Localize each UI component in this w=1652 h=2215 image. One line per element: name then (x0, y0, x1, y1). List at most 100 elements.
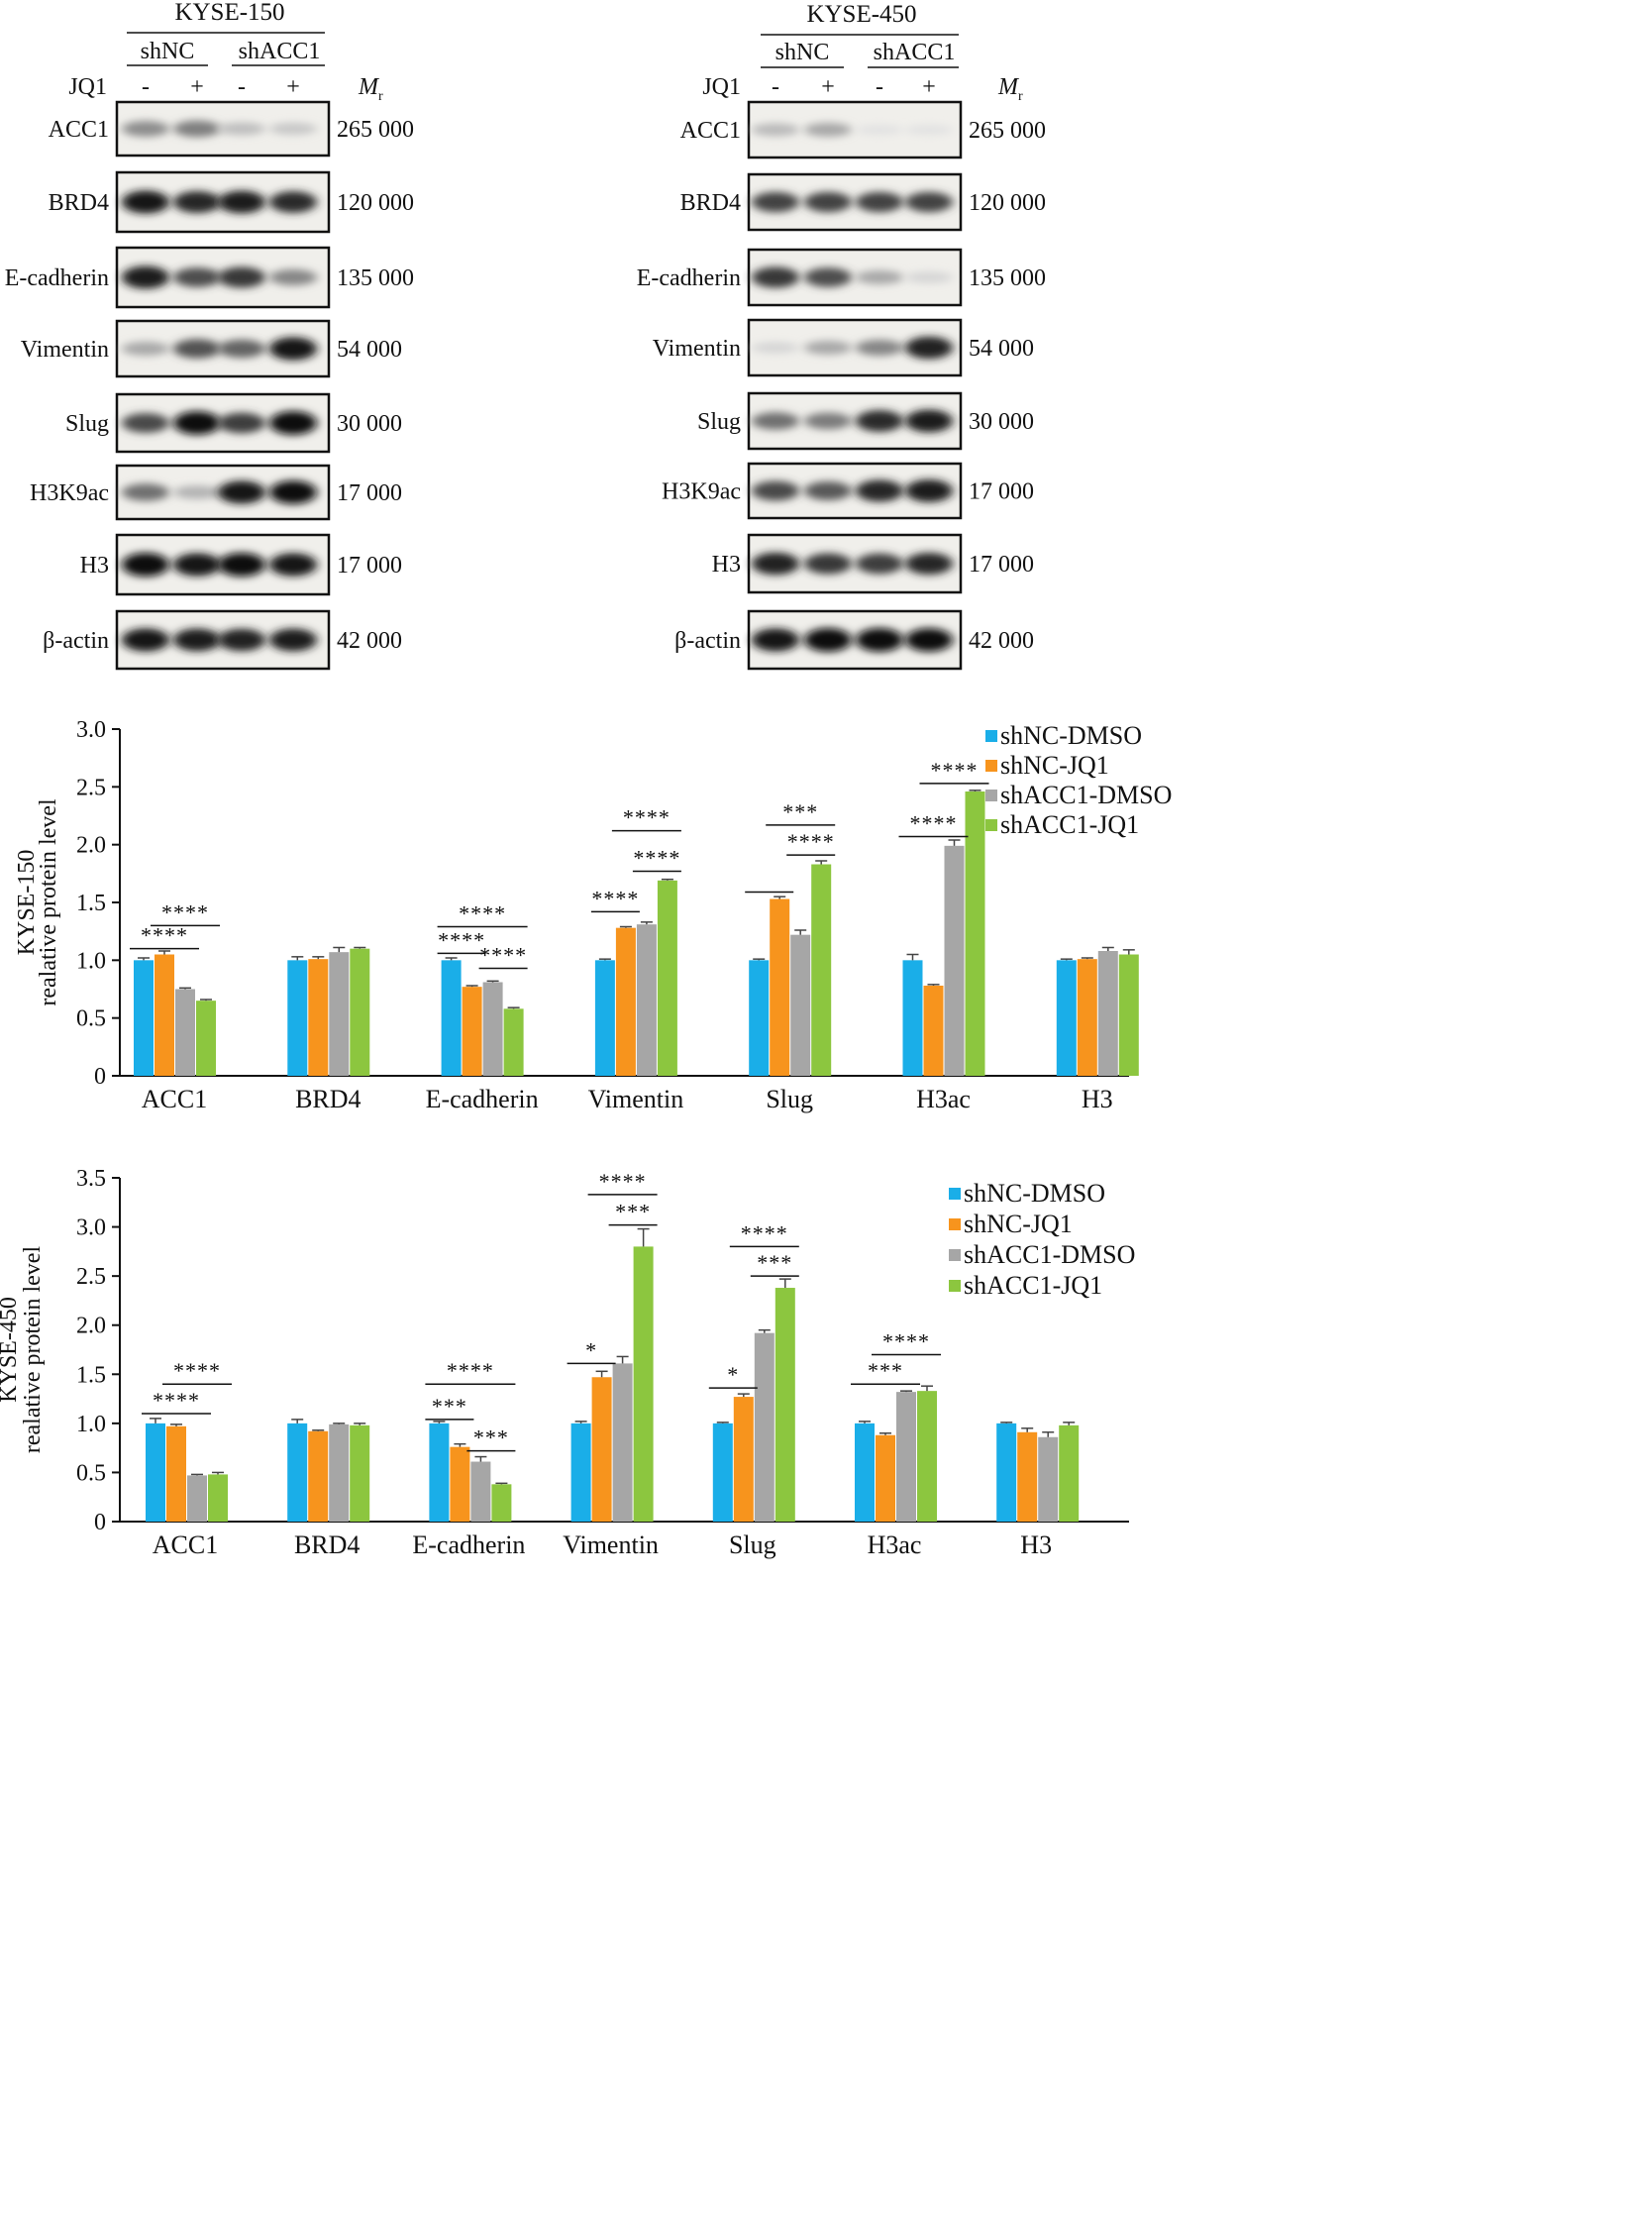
y-tick-label: 0.5 (76, 1006, 106, 1032)
jq1-label: JQ1 (702, 74, 741, 100)
y-tick-label: 0.5 (76, 1460, 106, 1486)
blot-band (173, 628, 221, 652)
blot-band (856, 269, 903, 285)
significance-label: **** (910, 811, 958, 836)
blot-row-acc1: ACC1 265 000 (680, 100, 1046, 159)
legend-swatch-shacc1-dmso (985, 790, 997, 801)
blot-band (269, 411, 317, 435)
y-tick-label: 1.5 (76, 1362, 106, 1388)
blot-band (173, 190, 221, 214)
y-tick-label: 3.5 (76, 1166, 106, 1192)
bar-shnc-dmso-acc1 (146, 1423, 165, 1522)
blot-band (856, 628, 903, 652)
blot-band (122, 341, 169, 357)
significance-label: * (585, 1337, 597, 1362)
protein-label: β-actin (43, 628, 109, 654)
blot-panel-kyse-450: KYSE-450 shNC shACC1 JQ1 - + - + Mr ACC1 265 000 BR… (637, 1, 1046, 671)
bar-shacc1-dmso-acc1 (175, 989, 195, 1076)
bar-shnc-jq1-h3 (1077, 959, 1097, 1076)
blot-row-acc1: ACC1 265 000 (49, 100, 414, 158)
mr-value: 17 000 (969, 479, 1034, 505)
protein-label: H3 (712, 552, 741, 578)
jq1-sign: - (238, 74, 246, 100)
bar-shacc1-dmso-h3 (1097, 951, 1118, 1076)
blot-band (218, 190, 265, 214)
blot-band (905, 409, 953, 433)
blot-band (752, 266, 799, 288)
blot-band (804, 480, 852, 501)
jq1-label: JQ1 (68, 74, 107, 100)
jq1-sign: - (876, 74, 883, 100)
blot-band (218, 122, 265, 136)
mr-value: 17 000 (337, 480, 402, 506)
mr-value: 120 000 (337, 190, 414, 216)
blot-band (173, 553, 221, 577)
group-label-shnc: shNC (775, 40, 830, 65)
significance-label: **** (173, 1358, 221, 1383)
bar-shacc1-dmso-vimentin (612, 1363, 633, 1522)
blot-band (218, 628, 265, 652)
blot-row-slug: Slug 30 000 (697, 391, 1034, 451)
legend-label-shacc1-dmso: shACC1-DMSO (1000, 781, 1172, 809)
legend-label-shnc-dmso: shNC-DMSO (964, 1179, 1105, 1208)
blot-band (856, 339, 903, 357)
protein-label: BRD4 (680, 190, 741, 216)
bar-shacc1-jq1-brd4 (350, 948, 370, 1076)
mr-value: 54 000 (969, 336, 1034, 362)
bar-shacc1-jq1-acc1 (196, 1001, 216, 1076)
significance-label: **** (599, 1169, 647, 1194)
bar-shacc1-dmso-h3 (1038, 1436, 1059, 1522)
blot-band (752, 480, 799, 501)
bar-shnc-dmso-acc1 (134, 960, 154, 1076)
mr-subscript: r (378, 89, 383, 104)
y-tick-label: 2.0 (76, 833, 106, 859)
mr-value: 17 000 (969, 552, 1034, 578)
bar-shnc-dmso-h3 (996, 1423, 1017, 1522)
blot-band (752, 412, 799, 430)
blot-band (905, 552, 953, 576)
significance-label: **** (882, 1328, 930, 1353)
blot-band (752, 552, 799, 576)
bar-shnc-jq1-slug (770, 898, 790, 1076)
bar-shacc1-jq1-e-cadherin (491, 1484, 512, 1522)
bar-chart-kyse-450: 0 0.5 1.0 1.5 2.0 2.5 3.0 3.5 KYSE-450realative … (0, 1166, 1135, 1559)
significance-label: **** (161, 899, 209, 924)
legend-label-shnc-dmso: shNC-DMSO (1000, 721, 1142, 750)
bar-shacc1-jq1-h3ac (917, 1391, 937, 1522)
blot-band (218, 412, 265, 434)
blot-row-e-cadherin: E-cadherin 135 000 (5, 246, 414, 309)
bar-shacc1-jq1-acc1 (208, 1474, 228, 1522)
blot-row-actin: β-actin 42 000 (674, 609, 1034, 671)
bar-shacc1-dmso-vimentin (636, 924, 657, 1076)
blot-band (905, 628, 953, 652)
legend-swatch-shacc1-jq1 (949, 1280, 961, 1292)
blot-band (122, 121, 169, 137)
bar-shacc1-dmso-brd4 (329, 1424, 350, 1522)
bar-shacc1-jq1-vimentin (657, 880, 677, 1076)
y-axis-label-line2: realative protein level (20, 1246, 46, 1454)
blot-title: KYSE-450 (806, 1, 916, 28)
mr-value: 135 000 (969, 265, 1046, 291)
blot-band (173, 339, 221, 359)
y-tick-label: 3.0 (76, 1215, 106, 1241)
bar-shnc-jq1-brd4 (308, 959, 329, 1076)
x-tick-label-brd4: BRD4 (295, 1085, 361, 1113)
significance-label: **** (479, 943, 527, 968)
y-tick-label: 2.5 (76, 1264, 106, 1290)
significance-label: **** (447, 1358, 494, 1383)
blot-band (173, 485, 221, 499)
blot-band (804, 267, 852, 287)
y-axis-label-line1: KYSE-150 (14, 850, 40, 956)
mr-value: 30 000 (337, 411, 402, 437)
blot-band (269, 553, 317, 577)
x-tick-label-slug: Slug (729, 1530, 776, 1559)
bar-shacc1-jq1-brd4 (350, 1424, 370, 1522)
blot-band (804, 340, 852, 356)
bar-shnc-dmso-e-cadherin (429, 1423, 450, 1522)
significance-label: **** (153, 1388, 200, 1413)
bar-shnc-dmso-vimentin (594, 960, 615, 1076)
blot-band (856, 410, 903, 432)
legend-swatch-shnc-dmso (949, 1188, 961, 1200)
significance-label: *** (473, 1425, 509, 1450)
